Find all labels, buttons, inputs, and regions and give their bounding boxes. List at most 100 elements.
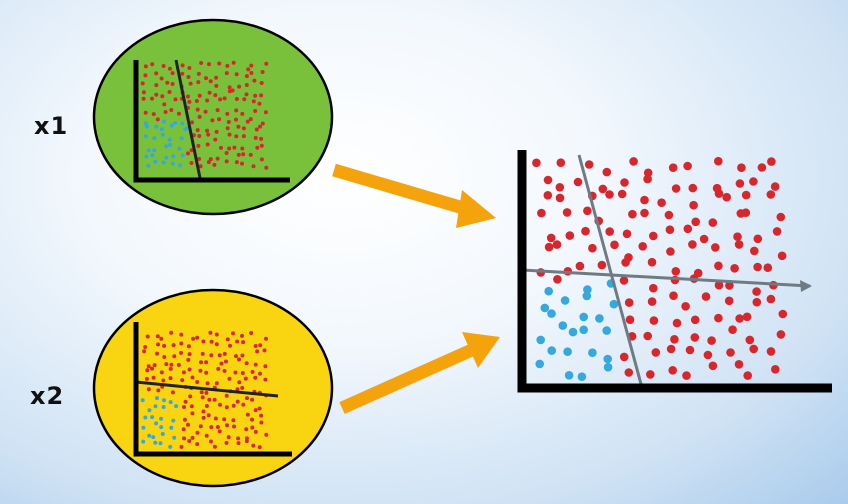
- red-point: [189, 148, 194, 153]
- red-point: [151, 112, 156, 117]
- red-point: [206, 413, 211, 418]
- blue-point: [143, 134, 148, 139]
- blue-point: [171, 154, 176, 159]
- red-point: [162, 355, 167, 359]
- red-point: [237, 84, 242, 89]
- red-point: [241, 340, 246, 345]
- red-point: [244, 439, 249, 444]
- red-point: [208, 79, 213, 84]
- red-point: [232, 424, 236, 429]
- red-point: [649, 283, 658, 293]
- blue-point: [178, 163, 183, 168]
- red-point: [225, 126, 230, 131]
- red-point: [543, 191, 553, 200]
- blue-point: [169, 425, 174, 430]
- red-point: [743, 371, 752, 380]
- red-point: [199, 390, 204, 395]
- red-point: [714, 261, 723, 271]
- red-point: [201, 409, 206, 414]
- red-point: [708, 361, 718, 371]
- red-point: [263, 377, 268, 382]
- red-point: [209, 353, 214, 358]
- red-point: [161, 378, 166, 383]
- blue-point: [141, 425, 146, 430]
- blue-point: [154, 124, 159, 129]
- red-point: [621, 258, 630, 267]
- blue-point: [158, 441, 163, 446]
- red-point: [619, 352, 629, 362]
- red-point: [234, 354, 238, 359]
- red-point: [714, 313, 723, 323]
- red-point: [244, 361, 249, 366]
- red-point: [553, 275, 562, 284]
- red-point: [701, 292, 711, 301]
- red-point: [226, 120, 231, 124]
- red-point: [646, 370, 655, 379]
- red-point: [154, 83, 159, 88]
- red-point: [215, 425, 220, 429]
- red-point: [199, 61, 204, 65]
- red-point: [204, 390, 209, 395]
- red-point: [212, 162, 217, 167]
- red-point: [179, 332, 184, 337]
- red-point: [188, 81, 193, 86]
- red-point: [544, 242, 554, 252]
- red-point: [187, 99, 192, 104]
- red-point: [562, 208, 572, 217]
- red-point: [163, 110, 168, 114]
- blue-point: [155, 396, 159, 401]
- red-point: [757, 163, 767, 172]
- red-point: [240, 385, 245, 390]
- red-point: [243, 376, 248, 381]
- red-point: [683, 161, 692, 171]
- red-point: [259, 143, 264, 148]
- red-point: [224, 393, 229, 398]
- red-point: [197, 114, 202, 119]
- blue-point: [150, 153, 155, 158]
- red-point: [251, 99, 256, 104]
- red-point: [241, 134, 246, 139]
- red-point: [190, 411, 195, 416]
- red-point: [240, 353, 245, 358]
- red-point: [565, 231, 575, 240]
- red-point: [209, 339, 214, 344]
- red-point: [643, 174, 652, 184]
- red-point: [219, 145, 223, 150]
- red-point: [749, 344, 758, 354]
- red-point: [180, 63, 185, 68]
- blue-point: [152, 136, 157, 141]
- red-point: [244, 83, 249, 87]
- red-point: [588, 243, 597, 253]
- red-point: [610, 240, 619, 250]
- red-point: [240, 111, 245, 116]
- red-point: [232, 145, 237, 150]
- red-point: [688, 240, 697, 249]
- red-point: [235, 339, 240, 344]
- red-point: [690, 333, 700, 342]
- red-point: [752, 297, 762, 307]
- red-point: [772, 227, 782, 236]
- red-point: [233, 370, 238, 375]
- red-point: [180, 378, 185, 383]
- red-point: [236, 436, 241, 441]
- red-point: [159, 370, 164, 375]
- red-point: [205, 98, 210, 103]
- red-point: [182, 436, 186, 441]
- red-point: [200, 351, 205, 356]
- red-point: [215, 108, 220, 113]
- red-point: [230, 88, 235, 93]
- red-point: [625, 315, 635, 325]
- red-point: [212, 397, 217, 402]
- red-point: [241, 126, 246, 131]
- blue-point: [169, 123, 174, 128]
- red-point: [734, 360, 744, 369]
- blue-point: [159, 425, 164, 430]
- red-point: [602, 167, 612, 177]
- blue-point: [547, 309, 556, 318]
- red-point: [253, 375, 258, 380]
- red-point: [225, 337, 230, 342]
- red-point: [776, 330, 786, 339]
- red-point: [224, 405, 229, 410]
- red-point: [155, 117, 160, 122]
- red-point: [532, 158, 541, 168]
